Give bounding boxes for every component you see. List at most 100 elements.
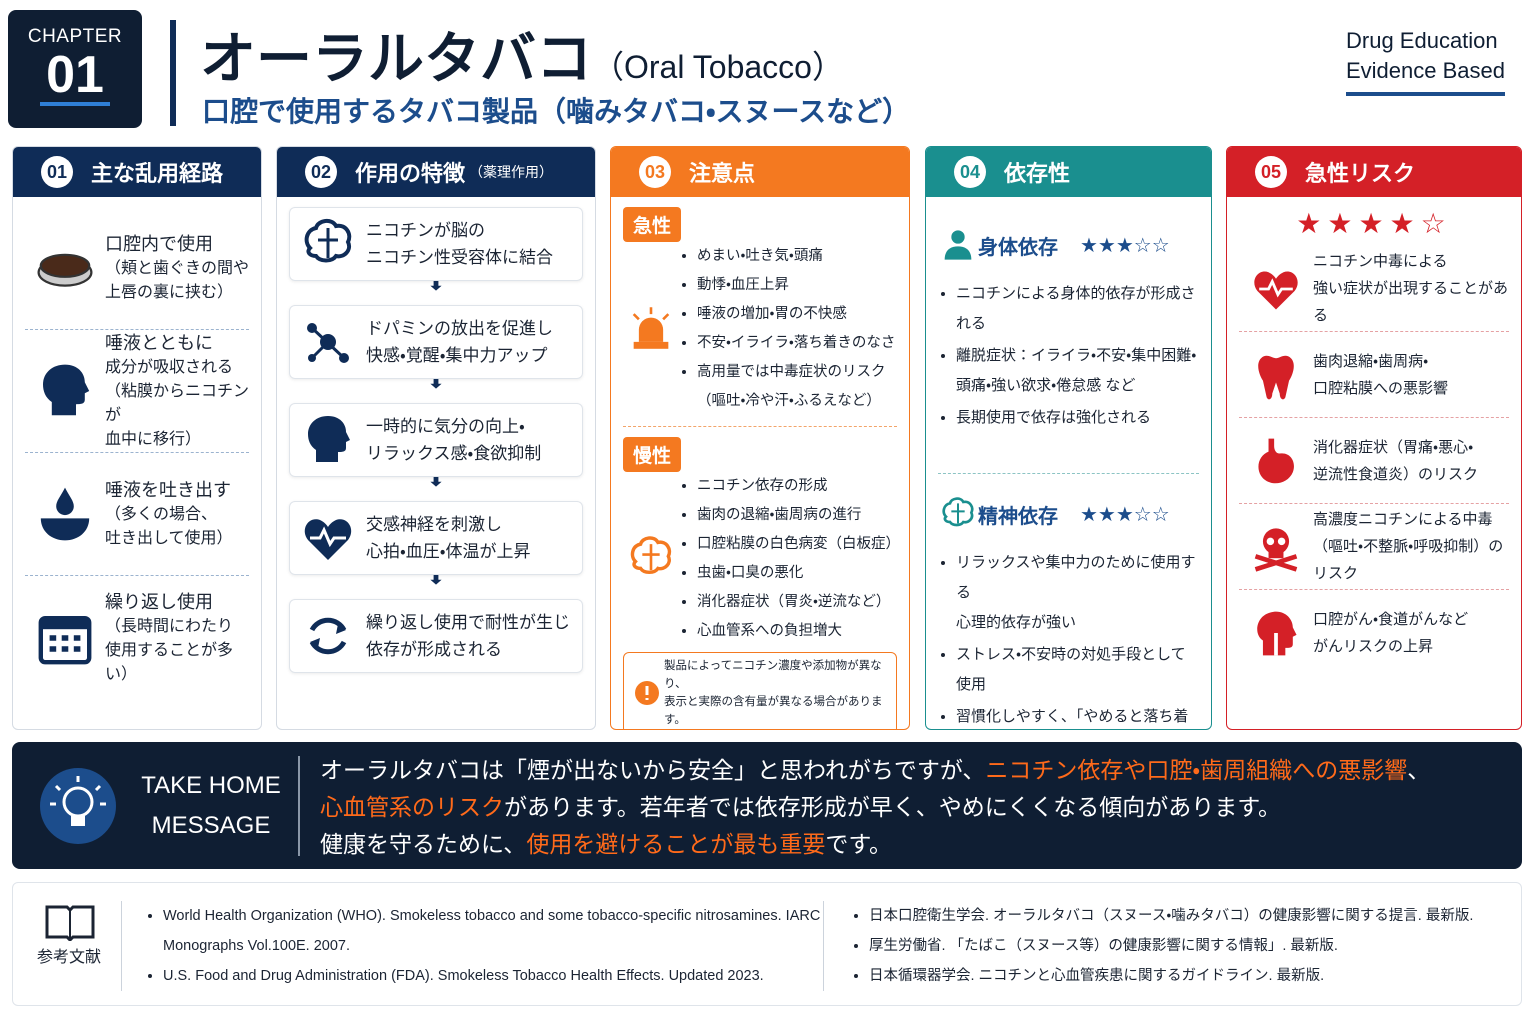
- risk-text: 口腔がん・食道がんなど がんリスクの上昇: [1313, 606, 1468, 660]
- throat-icon: [1257, 611, 1297, 656]
- step-line: 一時的に気分の向上・: [366, 417, 525, 436]
- subtitle: 口腔で使用するタバコ製品（噛みタバコ・スヌースなど）: [202, 96, 911, 127]
- mechanism-step: 一時的に気分の向上・ リラックス感・食欲抑制: [289, 403, 583, 477]
- dependence-line: 離脱症状：イライラ・不安・集中困難・: [956, 347, 1197, 364]
- dependence-name: 身体依存: [978, 236, 1058, 259]
- icon-shape: [642, 544, 660, 571]
- route-text: 唾液を吐き出す （多くの場合、 吐き出して使用）: [105, 477, 233, 551]
- icon-shape: [1266, 537, 1275, 545]
- dependence-list: ニコチンによる身体的依存が形成される離脱症状：イライラ・不安・集中困難・頭痛・強…: [938, 279, 1199, 433]
- step-text: ニコチンが脳の ニコチン性受容体に結合: [366, 217, 553, 271]
- brand: Drug Education Evidence Based: [1346, 26, 1505, 96]
- message-text: 、: [1407, 757, 1431, 783]
- column-body: 身体依存 ★★★☆☆ ニコチンによる身体的依存が形成される離脱症状：イライラ・不安・…: [926, 197, 1211, 729]
- column: 05 急性リスク ★★★★☆ ニコチン中毒による 強い症状が出現することがある 歯肉退縮・…: [1226, 146, 1522, 730]
- column-title: 依存性: [1004, 161, 1071, 186]
- route-detail: （多くの場合、: [105, 506, 218, 523]
- caution-item: 不安・イライラ・落ち着きのなさ: [697, 329, 895, 358]
- step-line: ドパミンの放出を促進し: [366, 319, 553, 338]
- message-emphasis: 使用を避けることが最も重要: [526, 831, 826, 857]
- separator: [623, 426, 897, 427]
- dependence-item: 離脱症状：イライラ・不安・集中困難・頭痛・強い欲求・倦怠感 など: [956, 341, 1199, 401]
- caution-item: 高用量では中毒症状のリスク （嘔吐・冷や汗・ふるえなど）: [697, 358, 895, 416]
- route-title: 口腔内で使用: [105, 234, 213, 254]
- route-detail: （粘膜からニコチンが: [105, 383, 250, 424]
- risk-line: 強い症状が出現することがある: [1313, 280, 1509, 324]
- rating: ★★★☆☆: [1080, 234, 1170, 257]
- caution-item: 心血管系への負担増大: [697, 617, 897, 646]
- reference: 厚生労働省. 「たばこ（スヌース等）の健康影響に関する情報」. 最新版.: [869, 931, 1521, 961]
- column: 03 注意点急性めまい・吐き気・頭痛動悸・血圧上昇唾液の増加・胃の不快感不安・イラ…: [610, 146, 910, 730]
- step-line: 交感神経を刺激し: [366, 515, 502, 534]
- mechanism-step: 交感神経を刺激し心拍・血圧・体温が上昇: [289, 501, 583, 575]
- stomach-icon: [1258, 438, 1294, 483]
- brain-icon: [630, 536, 672, 575]
- risk-text: ニコチン中毒による強い症状が出現することがある: [1313, 248, 1509, 329]
- column: 02 作用の特徴 （薬理作用） ニコチンが脳の ニコチン性受容体に結合 ドパミンの放出を促…: [276, 146, 596, 730]
- icon-shape: [304, 219, 352, 263]
- caution-item: 歯肉の退縮・歯周病の進行: [697, 501, 897, 530]
- icon-shape: [309, 617, 347, 655]
- caution-item: 消化器症状（胃炎・逆流など）: [697, 588, 897, 617]
- calendar-icon: [38, 615, 92, 664]
- message-line: 健康を守るために、使用を避けることが最も重要です。: [320, 826, 1430, 863]
- column-body: 口腔内で使用 （頬と歯ぐきの間や 上唇の裏に挟む） 唾液とともに 成分が吸収される （粘膜…: [13, 197, 261, 709]
- column-title: 作用の特徴: [355, 161, 466, 186]
- section: ニコチン依存の形成歯肉の退縮・歯周病の進行口腔粘膜の白色病変（白板症） 虫歯・口臭…: [623, 472, 900, 646]
- message-text: オーラルタバコは「煙が出ないから安全」と思われがちですが、: [320, 757, 986, 783]
- title: オーラルタバコ（Oral Tobacco）: [200, 14, 844, 95]
- column-header: 02 作用の特徴 （薬理作用）: [277, 147, 595, 197]
- caution-line: 心血管系への負担増大: [697, 623, 842, 639]
- route-detail: 吐き出して使用）: [105, 530, 233, 547]
- column-title: 急性リスク: [1305, 161, 1416, 186]
- note-text: 製品によってニコチン濃度や添加物が異なり、 表示と実際の含有量が異なる場合がありま…: [664, 657, 890, 729]
- title-en: （Oral Tobacco）: [592, 49, 844, 85]
- references: 参考文献 World Health Organization (WHO). Sm…: [12, 882, 1522, 1006]
- caution-list: ニコチン依存の形成歯肉の退縮・歯周病の進行口腔粘膜の白色病変（白板症） 虫歯・口臭…: [679, 472, 900, 646]
- step-line: 快感・覚醒・集中力アップ: [366, 346, 548, 365]
- section-label: 急性: [623, 207, 682, 242]
- risk-line: 口腔粘膜への悪影響: [1313, 379, 1449, 397]
- divider: [298, 756, 300, 856]
- icon-shape: [1268, 550, 1284, 558]
- note-line: 表示と実際の含有量が異なる場合があります。: [664, 696, 883, 726]
- column-header: 04 依存性: [926, 147, 1211, 197]
- icon-shape: [1259, 277, 1293, 298]
- dependence-item: 長期使用で依存は強化される: [956, 403, 1199, 433]
- flow-arrow: [289, 379, 583, 403]
- brain-icon: [304, 219, 352, 263]
- route-item: 口腔内で使用 （頬と歯ぐきの間や 上唇の裏に挟む）: [25, 207, 249, 330]
- molecule-icon: [307, 323, 349, 363]
- caution-item: 虫歯・口臭の悪化: [697, 559, 897, 588]
- icon-shape: [951, 503, 965, 524]
- risk-line: 高濃度ニコチンによる中毒: [1313, 511, 1493, 528]
- risk-item: 口腔がん・食道がんなど がんリスクの上昇: [1239, 590, 1509, 676]
- chapter-label: CHAPTER: [27, 26, 123, 47]
- route-detail: （長時間にわたり: [105, 617, 234, 635]
- step-text: ドパミンの放出を促進し 快感・覚醒・集中力アップ: [366, 315, 553, 369]
- skull-icon: [1254, 527, 1298, 572]
- step-line: 心拍・血圧・体温が上昇: [366, 542, 531, 561]
- step-text: 繰り返し使用で耐性が生じ 依存が形成される: [366, 609, 570, 663]
- caution-line: ニコチン依存の形成: [697, 478, 828, 494]
- icon-shape: [310, 624, 346, 648]
- icon-shape: [942, 497, 974, 527]
- mechanism-step: ドパミンの放出を促進し 快感・覚醒・集中力アップ: [289, 305, 583, 379]
- risk-text: 歯肉退縮・歯周病・ 口腔粘膜への悪影響: [1313, 348, 1448, 402]
- risk-item: 消化器症状（胃痛・悪心・ 逆流性食道炎）のリスク: [1239, 418, 1509, 504]
- divider: [121, 901, 122, 991]
- caution-line: 不安・イライラ・落ち着きのなさ: [697, 335, 896, 351]
- caution-item: 動悸・血圧上昇: [697, 271, 895, 300]
- caution-item: めまい・吐き気・頭痛: [697, 242, 895, 271]
- step-line: ニコチンが脳の: [366, 221, 485, 240]
- icon-shape: [308, 416, 350, 462]
- arrow-icon: [430, 379, 442, 389]
- icon-shape: [43, 364, 90, 416]
- risk-line: ニコチン中毒による: [1313, 253, 1448, 270]
- step-line: 繰り返し使用で耐性が生じ: [366, 613, 570, 632]
- dependence-line: ストレス・不安時の対処手段として使用: [956, 646, 1186, 693]
- message-text: 健康を守るために、: [320, 831, 527, 857]
- route-item: 繰り返し使用 （長時間にわたり 使用することが多い）: [25, 576, 249, 699]
